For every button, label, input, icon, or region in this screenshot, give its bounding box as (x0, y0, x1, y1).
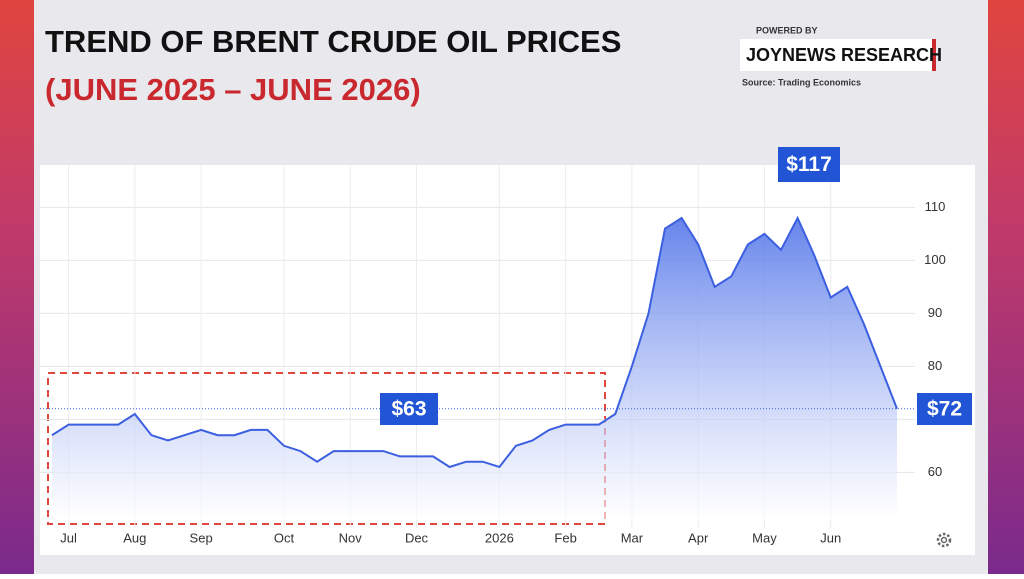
annotation: $72 (927, 398, 962, 421)
annotation: $63 (391, 398, 426, 421)
annotation-box (380, 393, 438, 425)
side-stripe (988, 0, 1024, 574)
y-tick-label: 100 (924, 252, 946, 267)
x-tick-label: Aug (123, 530, 146, 545)
chart-title: TREND OF BRENT CRUDE OIL PRICES (45, 24, 621, 59)
annotation-box (778, 147, 840, 182)
brand-box (740, 39, 936, 71)
y-tick-label: 90 (928, 305, 942, 320)
x-tick-label: Mar (621, 530, 644, 545)
brand-accent (932, 39, 936, 71)
highlight-box (47, 372, 606, 525)
x-tick-label: Apr (688, 530, 709, 545)
x-tick-label: Nov (339, 530, 363, 545)
y-tick-label: 110 (925, 199, 946, 214)
x-tick-label: Jul (60, 530, 77, 545)
area (52, 218, 897, 520)
source: Source: Trading Economics (742, 77, 861, 87)
chart-subtitle: (JUNE 2025 – JUNE 2026) (45, 72, 421, 107)
x-tick-label: 2026 (485, 530, 514, 545)
settings-icon[interactable] (936, 532, 952, 548)
y-tick-label: 80 (928, 358, 942, 373)
x-tick-label: May (752, 530, 777, 545)
line (51, 215, 898, 469)
x-tick-label: Jun (820, 530, 841, 545)
powered-by: POWERED BY (756, 25, 818, 35)
x-tick-label: Feb (554, 530, 576, 545)
brand: JOYNEWS RESEARCH (746, 45, 942, 65)
x-tick-label: Sep (190, 530, 213, 545)
x-tick-label: Dec (405, 530, 429, 545)
annotation: $117 (786, 153, 832, 176)
x-tick-label: Oct (274, 530, 295, 545)
annotation-box (917, 393, 972, 425)
y-tick-label: 60 (928, 464, 942, 479)
side-stripe (0, 0, 34, 574)
